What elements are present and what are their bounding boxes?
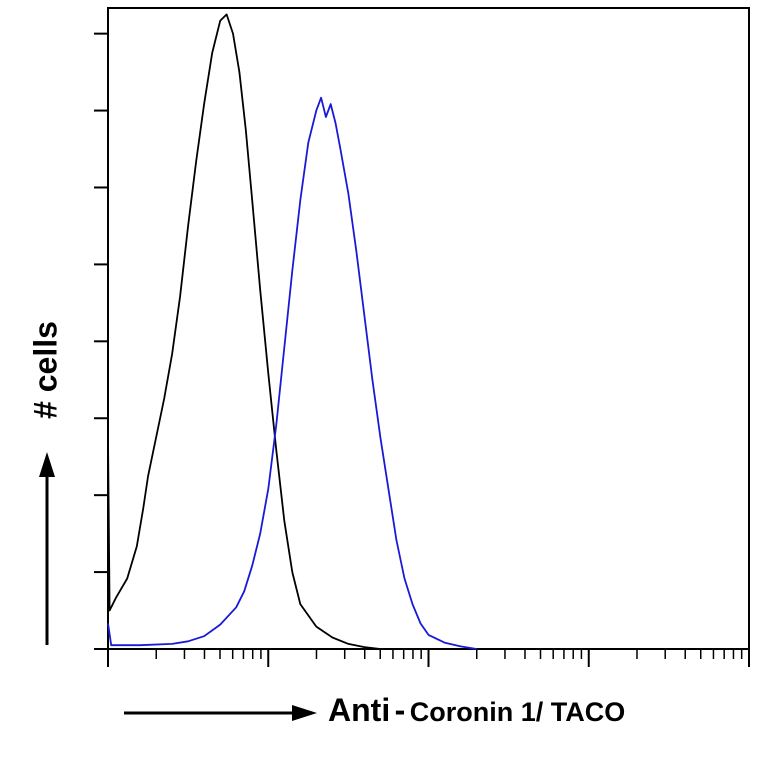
x-axis-label-dash: -: [394, 692, 406, 728]
y-axis-ticks: [94, 32, 108, 650]
y-axis-arrow: [39, 452, 55, 645]
x-axis-label-prefix: Anti: [328, 692, 391, 728]
y-axis-label: # cells: [26, 300, 66, 440]
histogram-series-2: [107, 96, 477, 650]
x-axis-label: Anti - Coronin 1/ TACO: [328, 692, 625, 729]
x-axis-label-target: Coronin 1/ TACO: [409, 697, 626, 727]
y-axis-label-text: # cells: [27, 321, 64, 419]
series-layer: [107, 13, 477, 650]
x-axis-ticks: [107, 649, 750, 667]
histogram-series-1: [107, 13, 381, 650]
x-axis-arrow: [124, 705, 317, 721]
